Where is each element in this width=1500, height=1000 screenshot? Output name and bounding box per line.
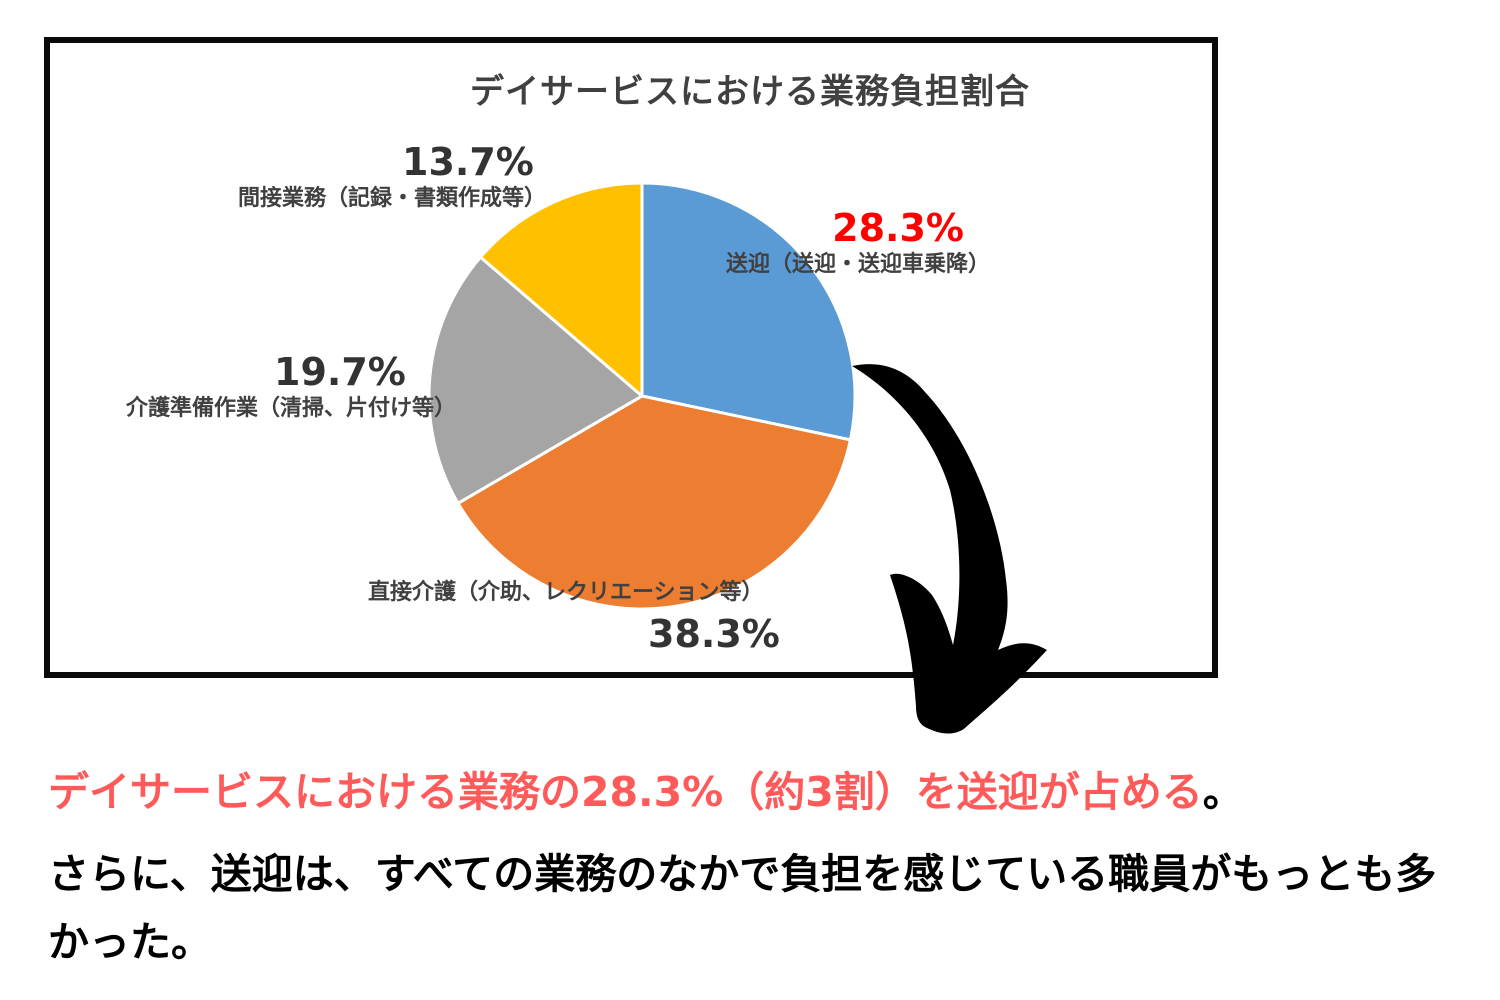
slice-junbi	[427, 255, 644, 505]
label-junbi-pct: 19.7%	[274, 350, 406, 394]
slice-kansetsu	[479, 181, 644, 398]
pie-slices	[427, 181, 857, 611]
caption-headline-text: デイサービスにおける業務の28.3%（約3割）を送迎が占める	[48, 768, 1203, 816]
label-junbi-name: 介護準備作業（清掃、片付け等）	[126, 396, 457, 421]
slice-chokusetsu	[456, 394, 852, 611]
label-sogei: 28.3% 送迎（送迎・送迎車乗降）	[726, 206, 1056, 280]
label-kansetsu-name: 間接業務（記録・書類作成等）	[238, 186, 547, 211]
caption-headline-period: 。	[1202, 768, 1244, 816]
label-sogei-pct: 28.3%	[832, 206, 964, 250]
label-sogei-name: 送迎（送迎・送迎車乗降）	[726, 252, 991, 277]
curved-arrow-icon	[852, 364, 1047, 734]
slice-sogei	[640, 181, 857, 442]
label-kansetsu-pct: 13.7%	[402, 140, 534, 184]
label-chokusetsu-name: 直接介護（介助、レクリエーション等）	[368, 580, 764, 605]
label-junbi: 19.7% 介護準備作業（清掃、片付け等）	[120, 350, 560, 424]
label-kansetsu: 13.7% 間接業務（記録・書類作成等）	[230, 140, 650, 214]
label-chokusetsu: 直接介護（介助、レクリエーション等） 38.3%	[368, 578, 888, 656]
chart-title: デイサービスにおける業務負担割合	[470, 72, 1030, 112]
caption-headline: デイサービスにおける業務の28.3%（約3割）を送迎が占める。	[48, 758, 1244, 818]
label-chokusetsu-pct: 38.3%	[648, 612, 780, 656]
caption-body: さらに、送迎は、すべての業務のなかで負担を感じている職員がもっとも多かった。	[48, 850, 1437, 966]
